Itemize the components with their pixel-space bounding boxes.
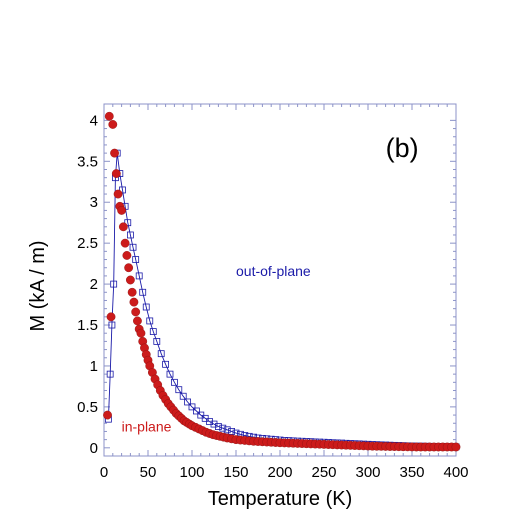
out-of-plane-point: [153, 337, 161, 345]
in-plane-point: [110, 148, 119, 158]
out-of-plane-point: [127, 231, 134, 239]
out-of-plane-point: [179, 392, 187, 400]
out-of-plane-line: [107, 153, 457, 448]
y-tick-label: 3.5: [77, 153, 98, 170]
out-of-plane-point: [210, 420, 218, 428]
out-of-plane-point: [149, 328, 157, 335]
x-axis-ticks: 0 50 100 150 200 250 300 350 400: [100, 104, 469, 481]
x-tick-label: 400: [443, 464, 468, 481]
x-tick-label: 0: [100, 464, 108, 481]
x-tick-label: 300: [355, 464, 380, 481]
series-lines: [107, 153, 457, 448]
in-plane-point: [125, 275, 135, 285]
out-of-plane-point: [139, 288, 147, 296]
out-of-plane-point: [184, 398, 192, 406]
x-tick-label: 200: [267, 464, 292, 481]
y-axis-ticks: 0 0.5 1 1.5 2 2.5 3 3.5 4: [77, 112, 456, 457]
out-of-plane-label: out-of-plane: [236, 263, 311, 279]
out-of-plane-point: [188, 403, 196, 411]
in-plane-point: [111, 169, 121, 178]
series-markers: [103, 111, 461, 452]
y-tick-label: 2: [90, 276, 98, 293]
y-tick-label: 1.5: [77, 317, 98, 334]
out-of-plane-point: [132, 256, 140, 263]
out-of-plane-point: [219, 424, 227, 432]
out-of-plane-point: [108, 321, 116, 329]
y-tick-label: 4: [90, 112, 98, 129]
y-tick-label: 1: [90, 358, 98, 375]
out-of-plane-point: [110, 280, 118, 288]
x-tick-label: 350: [399, 464, 424, 481]
x-tick-label: 250: [311, 464, 336, 481]
in-plane-point: [122, 251, 132, 260]
in-plane-point: [124, 263, 134, 273]
in-plane-point: [113, 189, 123, 199]
in-plane-point: [131, 307, 141, 317]
out-of-plane-point: [142, 303, 150, 311]
in-plane-label: in-plane: [122, 418, 172, 434]
out-of-plane-point: [106, 370, 114, 378]
out-of-plane-point: [170, 378, 178, 386]
in-plane-point: [108, 120, 118, 129]
panel-label: (b): [386, 133, 419, 163]
out-of-plane-point: [175, 386, 183, 394]
x-tick-label: 150: [223, 464, 248, 481]
in-plane-point: [129, 297, 139, 307]
out-of-plane-point: [146, 317, 154, 325]
out-of-plane-point: [157, 350, 165, 358]
in-plane-point: [104, 111, 114, 121]
in-plane-point: [136, 328, 146, 338]
in-plane-point: [118, 222, 128, 232]
in-plane-point: [127, 287, 137, 297]
x-tick-label: 100: [179, 464, 204, 481]
out-of-plane-point: [129, 243, 137, 251]
out-of-plane-point: [192, 407, 200, 415]
y-tick-label: 2.5: [77, 235, 98, 252]
out-of-plane-point: [206, 418, 214, 426]
x-tick-label: 50: [140, 464, 157, 481]
y-tick-label: 0.5: [77, 399, 98, 416]
out-of-plane-point: [162, 360, 170, 368]
out-of-plane-point: [135, 272, 143, 280]
y-tick-label: 3: [90, 194, 98, 211]
x-axis-title: Temperature (K): [208, 488, 353, 510]
in-plane-point: [120, 238, 130, 248]
y-tick-label: 0: [90, 440, 98, 457]
out-of-plane-point: [214, 423, 222, 430]
annotations: out-of-plane in-plane: [122, 263, 311, 435]
out-of-plane-point: [166, 370, 174, 378]
y-axis-title: M (kA / m): [27, 240, 49, 331]
in-plane-point: [106, 312, 116, 322]
in-plane-point: [133, 316, 142, 326]
in-plane-point: [103, 410, 112, 420]
in-plane-point: [451, 442, 461, 452]
in-plane-point: [117, 206, 127, 215]
out-of-plane-point: [223, 426, 231, 434]
